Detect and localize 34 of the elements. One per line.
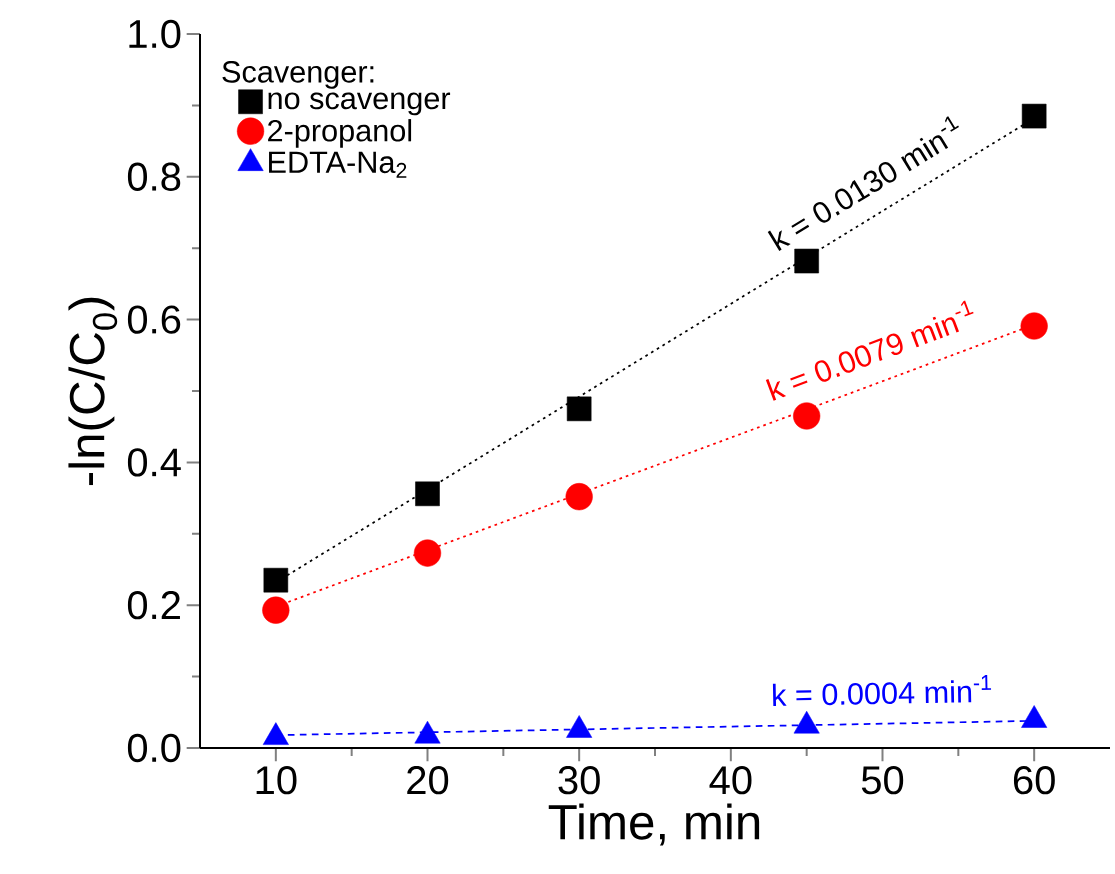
point — [793, 710, 820, 734]
legend-label: EDTA-Na$_{2}$ — [269, 151, 407, 178]
annotation: k = 0.0004 min$^{-1}$ — [772, 675, 992, 706]
point — [263, 567, 289, 593]
y-axis-title: -ln(C/C$_{0}$) — [68, 297, 118, 486]
y-tick-label: 0.0 — [127, 733, 181, 763]
x-tick-label: 20 — [407, 766, 449, 795]
point — [565, 483, 593, 511]
x-tick-label: 50 — [861, 766, 904, 795]
point — [262, 722, 289, 745]
x-axis-title: Time, min — [548, 803, 760, 846]
x-tick-label: 10 — [256, 766, 297, 795]
point — [262, 596, 290, 624]
y-tick-label: 0.6 — [127, 305, 181, 334]
y-tick-label: 0.8 — [127, 162, 181, 191]
point — [566, 715, 593, 738]
y-tick-label: 0.2 — [127, 591, 180, 620]
y-tick-label: 1.0 — [129, 19, 181, 49]
y-tick-label: 0.4 — [127, 448, 181, 477]
x-tick-label: 60 — [1013, 766, 1055, 795]
legend-title: Scavenger: — [222, 61, 374, 89]
annotation: k = 0.0079 min$^{-1}$ — [765, 300, 974, 401]
x-tick-label: 40 — [709, 766, 752, 795]
legend-label: no scavenger — [268, 92, 451, 116]
point — [794, 248, 819, 274]
point — [793, 402, 821, 430]
point — [413, 539, 442, 567]
point — [1021, 705, 1048, 728]
point — [566, 396, 592, 422]
point — [414, 720, 441, 744]
x-tick-label: 30 — [558, 766, 600, 795]
point — [1020, 312, 1048, 340]
point — [415, 481, 440, 507]
legend-label: 2-propanol — [268, 119, 412, 148]
